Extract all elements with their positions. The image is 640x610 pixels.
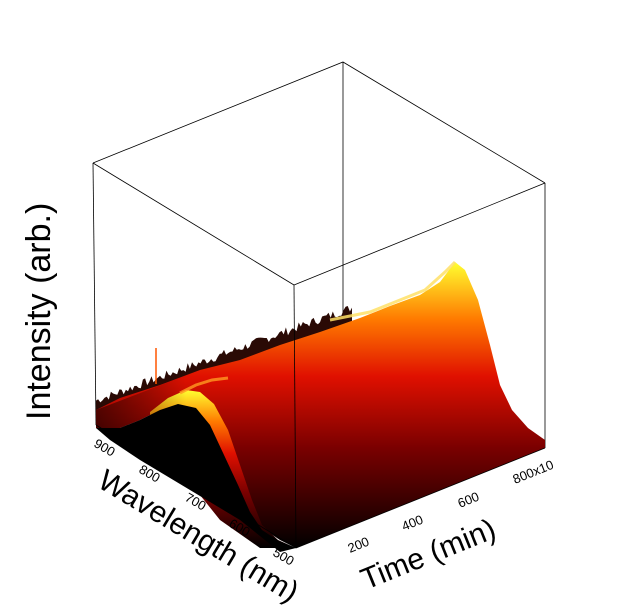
box-top-back [92,61,546,184]
surface-main-sheet [96,262,545,548]
plot-box [92,61,546,448]
box-front-vertical [293,284,297,549]
surface [96,260,545,552]
x-tick-600: 600 [456,489,482,511]
surface-early-crest [179,376,229,395]
x-tick-400: 400 [400,512,426,534]
box-top-front-right [293,182,546,286]
surface-main-crest [329,260,457,322]
surface-depth-shade [96,340,296,548]
x-tick-200: 200 [346,534,372,556]
box-bottom-left [95,424,297,549]
box-top-front-left [92,162,295,286]
box-bottom-right [295,447,546,549]
x-tick-800: 800x10 [511,457,556,487]
box-left-vertical [92,162,97,426]
z-axis-label: Intensity (arb.) [20,203,58,420]
x-axis-label: Time (min) [356,513,500,597]
